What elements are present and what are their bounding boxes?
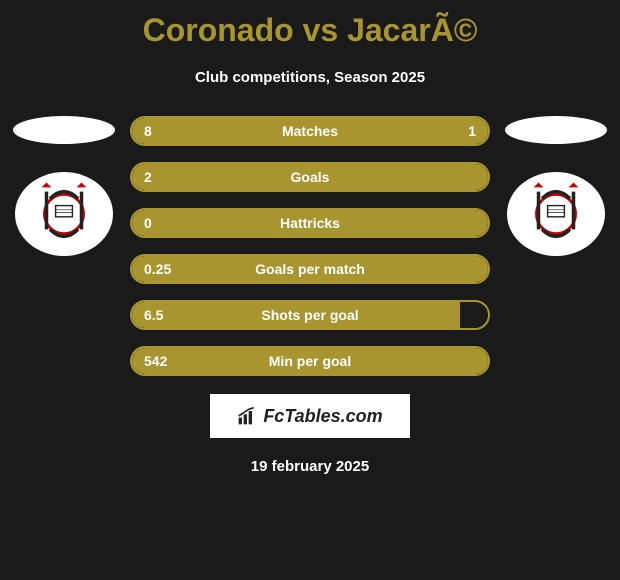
date-text: 19 february 2025 — [0, 458, 620, 475]
stat-label: Min per goal — [269, 353, 351, 369]
main-area: 8 Matches 1 2 Goals 0 Hattricks 0.25 Goals per m… — [0, 116, 620, 376]
stats-column: 8 Matches 1 2 Goals 0 Hattricks 0.25 Goals per m… — [130, 116, 490, 376]
stat-label: Shots per goal — [261, 307, 358, 323]
club-logo-right — [507, 172, 605, 256]
player-left-col — [13, 116, 115, 256]
stat-value-left: 0.25 — [144, 261, 171, 277]
stat-bar: 2 Goals — [130, 162, 490, 192]
stat-bar: 6.5 Shots per goal — [130, 300, 490, 330]
corinthians-crest-icon — [521, 179, 591, 249]
stat-fill-left — [132, 118, 424, 144]
page-title: Coronado vs JacarÃ© — [0, 0, 620, 49]
stat-value-left: 0 — [144, 215, 152, 231]
player-photo-placeholder-left — [13, 116, 115, 144]
stat-label: Matches — [282, 123, 338, 139]
stat-label: Goals — [291, 169, 330, 185]
brand-box: FcTables.com — [210, 394, 410, 438]
stat-value-left: 2 — [144, 169, 152, 185]
brand-text: FcTables.com — [263, 406, 382, 427]
stat-bar: 542 Min per goal — [130, 346, 490, 376]
player-photo-placeholder-right — [505, 116, 607, 144]
stat-label: Hattricks — [280, 215, 340, 231]
stat-value-right: 1 — [468, 123, 476, 139]
club-logo-left — [15, 172, 113, 256]
stat-bar: 8 Matches 1 — [130, 116, 490, 146]
stat-value-left: 6.5 — [144, 307, 163, 323]
player-right-col — [505, 116, 607, 256]
stat-fill-right — [424, 118, 488, 144]
subtitle: Club competitions, Season 2025 — [0, 69, 620, 86]
corinthians-crest-icon — [29, 179, 99, 249]
stat-label: Goals per match — [255, 261, 365, 277]
stat-value-left: 542 — [144, 353, 167, 369]
stat-value-left: 8 — [144, 123, 152, 139]
stat-bar: 0 Hattricks — [130, 208, 490, 238]
stat-bar: 0.25 Goals per match — [130, 254, 490, 284]
chart-icon — [237, 406, 257, 426]
